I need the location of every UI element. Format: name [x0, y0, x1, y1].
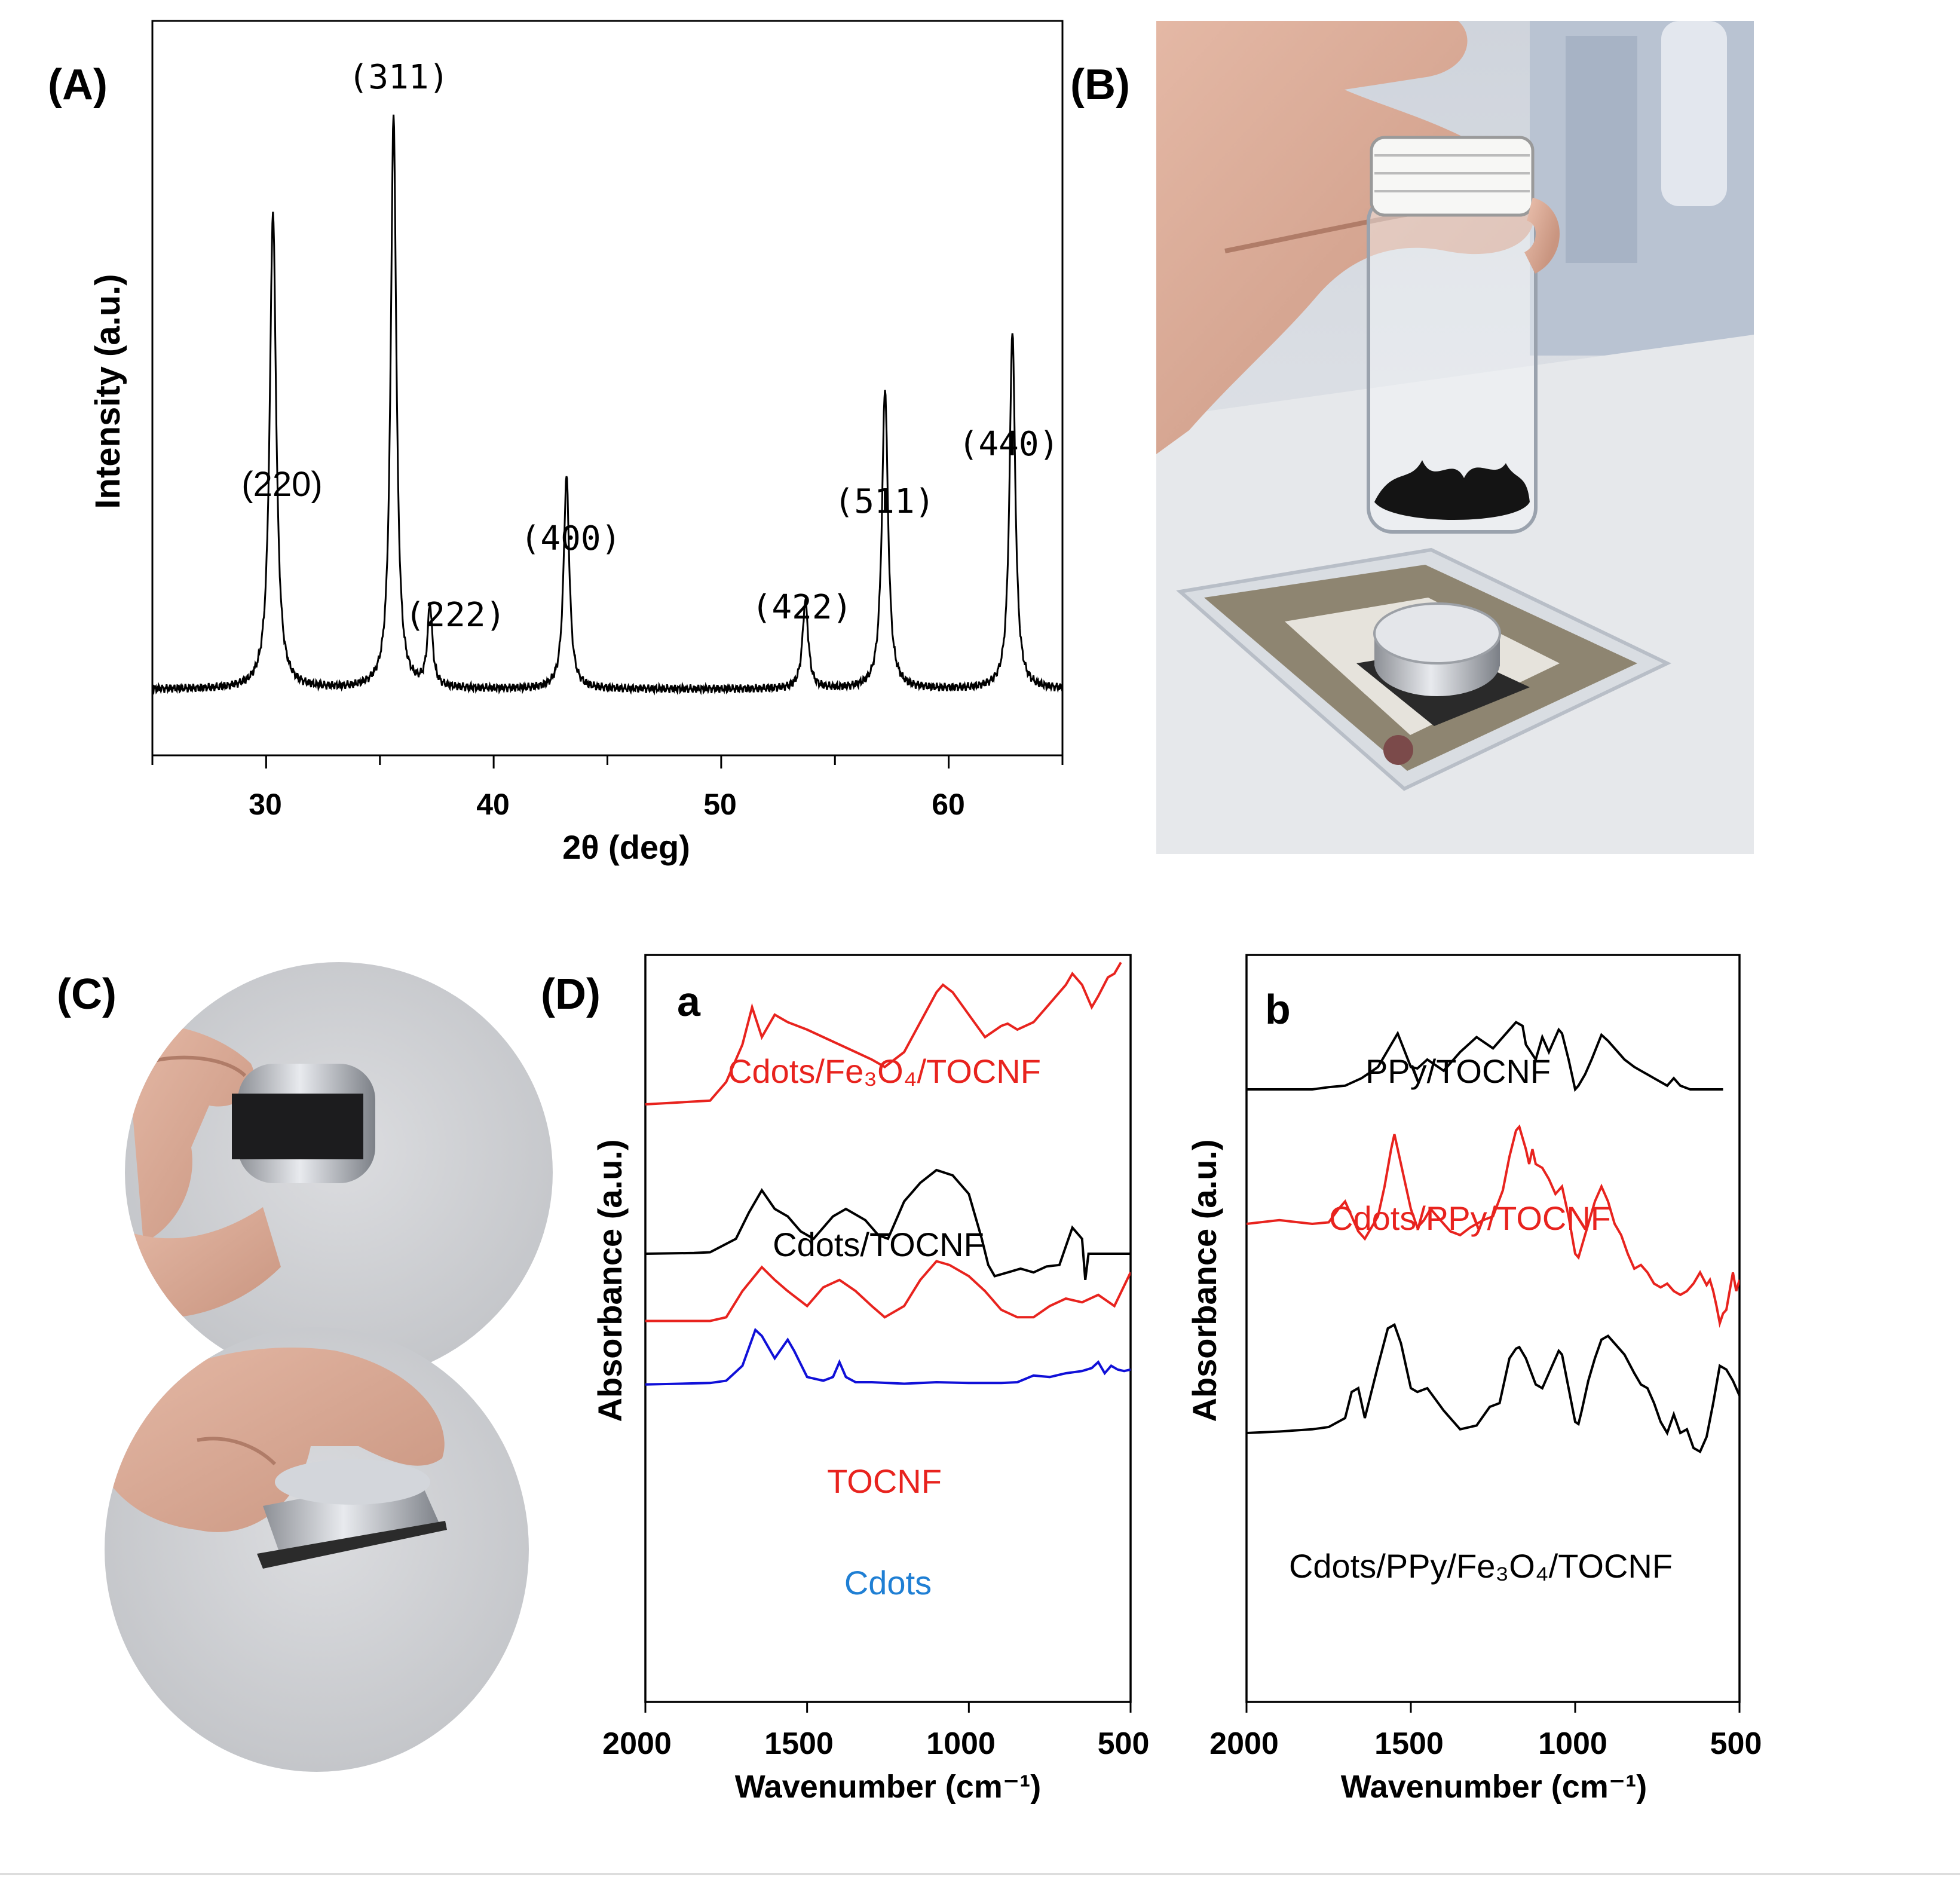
peak-label-440: (440) [958, 425, 1059, 464]
ftir-a-label-cdots-tocnf: Cdots/TOCNF [773, 1226, 984, 1263]
ftir-b-x-ticks [1245, 1702, 1741, 1713]
ftir-a-label-tocnf: TOCNF [827, 1462, 942, 1500]
peak-label-511: (511) [834, 482, 935, 521]
panel-label-a: (A) [48, 61, 108, 109]
xrd-tick-label-30: 30 [249, 788, 282, 821]
photo-vial-on-magnet [1156, 21, 1754, 854]
ftir-b-tick-label-1000: 1000 [1538, 1726, 1607, 1761]
ftir-b-label-cdots-ppy-fe3o4-tocnf: Cdots/PPy/Fe₃O₄/TOCNF [1289, 1547, 1673, 1585]
ftir-b-label-cdots-ppy-tocnf: Cdots/PPy/TOCNF [1329, 1199, 1611, 1237]
photo-film-on-magnet-bottom [105, 1327, 529, 1772]
xrd-y-axis-label: Intensity (a.u.) [88, 274, 127, 509]
xrd-tick-label-60: 60 [932, 788, 965, 821]
xrd-tick-label-50: 50 [703, 788, 737, 821]
peak-label-422: (422) [752, 588, 853, 627]
photo-film-on-magnet-top [125, 962, 553, 1383]
ftir-a-label-cdots-fe3o4-tocnf: Cdots/Fe₃O₄/TOCNF [728, 1052, 1041, 1090]
ftir-b-series-cdots-ppy-tocnf [1247, 1124, 1740, 1328]
ftir-a-tick-label-1000: 1000 [926, 1726, 996, 1761]
ftir-b-panel-letter: b [1265, 986, 1291, 1033]
peak-label-311: (311) [348, 58, 449, 97]
panel-label-c: (C) [57, 970, 117, 1018]
ftir-b-series-cdots-ppy-fe3o4-tocnf [1247, 1322, 1740, 1454]
ftir-a-x-ticks [644, 1702, 1132, 1713]
panel-label-d: (D) [541, 970, 601, 1018]
ftir-b-x-axis-label: Wavenumber (cm⁻¹) [1341, 1769, 1647, 1805]
ftir-a-tick-label-1500: 1500 [764, 1726, 834, 1761]
ftir-b-tick-label-500: 500 [1710, 1726, 1762, 1761]
ftir-a-series-cdots [645, 1327, 1131, 1386]
ftir-b-tick-label-2000: 2000 [1209, 1726, 1279, 1761]
xrd-plot-frame [151, 20, 1064, 757]
ftir-b-series-ppy-tocnf [1247, 1020, 1723, 1092]
ftir-a-series-cdots-fe3o4-tocnf [645, 962, 1122, 1106]
xrd-x-ticks [151, 754, 1064, 768]
ftir-b-y-axis-label: Absorbance (a.u.) [1186, 1140, 1223, 1422]
ftir-a-series-tocnf [645, 1260, 1131, 1322]
peak-label-222: (222) [405, 596, 506, 635]
ftir-a-series-cdots-tocnf [645, 1168, 1131, 1281]
xrd-pattern-line [151, 114, 1064, 696]
ftir-a-label-cdots: Cdots [844, 1564, 932, 1602]
ftir-b-plot-frame [1245, 954, 1741, 1703]
xrd-tick-label-40: 40 [476, 788, 510, 821]
xrd-x-axis-label: 2θ (deg) [562, 828, 690, 866]
peak-label-400: (400) [520, 519, 621, 558]
peak-label-220: (220) [241, 465, 322, 504]
ftir-a-panel-letter: a [677, 978, 701, 1025]
ftir-b-tick-label-1500: 1500 [1374, 1726, 1444, 1761]
ftir-b-label-ppy-tocnf: PPy/TOCNF [1365, 1052, 1551, 1090]
ftir-a-tick-label-2000: 2000 [602, 1726, 672, 1761]
ftir-a-y-axis-label: Absorbance (a.u.) [591, 1140, 629, 1422]
ftir-a-tick-label-500: 500 [1098, 1726, 1150, 1761]
panel-label-b: (B) [1070, 61, 1130, 109]
ftir-a-x-axis-label: Wavenumber (cm⁻¹) [735, 1769, 1042, 1805]
ftir-a-plot-frame [644, 954, 1132, 1703]
